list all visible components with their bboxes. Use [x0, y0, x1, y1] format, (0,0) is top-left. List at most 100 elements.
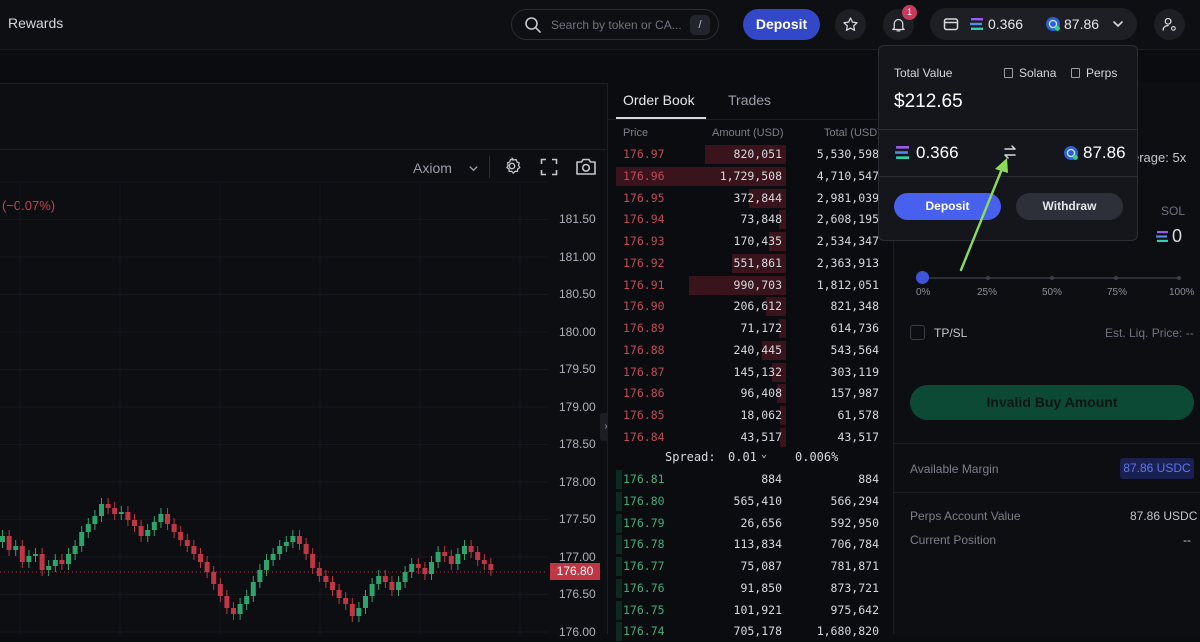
slider-label-75[interactable]: 75% — [1107, 287, 1128, 298]
candle-body — [323, 576, 329, 582]
depth-bar — [616, 578, 622, 598]
candle-body — [435, 552, 441, 562]
amount-input-value[interactable]: 0 — [1172, 226, 1183, 246]
depth-bar — [616, 166, 786, 186]
order-total: 4,710,547 — [816, 168, 879, 183]
popover-sol-balance: 0.366 — [916, 143, 959, 162]
order-price: 176.74 — [623, 624, 665, 639]
leverage-label[interactable]: erage: 5x — [1132, 150, 1187, 165]
search-placeholder: Search by token or CA... — [551, 18, 682, 32]
bid-row[interactable]: 176.80 565,410 566,294 — [608, 491, 895, 512]
amount-slider-handle[interactable] — [916, 271, 929, 284]
ask-row[interactable]: 176.88 240,445 543,564 — [608, 340, 895, 361]
copy-icon — [1004, 68, 1013, 78]
swap-icon[interactable] — [1002, 144, 1018, 160]
candle-body — [165, 514, 170, 524]
candle-body — [19, 546, 25, 562]
candle-body — [184, 540, 190, 546]
rewards-link[interactable]: Rewards — [8, 15, 64, 31]
order-price: 176.97 — [623, 147, 665, 161]
candle-body — [475, 552, 481, 560]
bid-row[interactable]: 176.77 75,087 781,871 — [608, 556, 895, 577]
bid-row[interactable]: 176.74 705,178 1,680,820 — [608, 621, 895, 642]
ask-row[interactable]: 176.93 170,435 2,534,347 — [608, 231, 895, 252]
price-chart[interactable]: Axiom (−0.07%) 181.50 181.00 180.50 180.00 1… — [0, 83, 607, 639]
order-amount: 75,087 — [740, 559, 782, 573]
bid-row[interactable]: 176.76 91,850 873,721 — [608, 578, 895, 599]
copy-solana-link[interactable]: Solana — [1004, 66, 1056, 80]
tab-trades[interactable]: Trades — [728, 92, 772, 108]
slider-label-25[interactable]: 25% — [977, 287, 998, 298]
account-value: 87.86 USDC — [1130, 509, 1198, 523]
chevron-down-icon[interactable]: ⌄ — [761, 449, 768, 460]
candle-body — [52, 560, 58, 566]
chevron-down-icon[interactable] — [468, 163, 479, 174]
available-margin-label: Available Margin — [910, 462, 999, 476]
candle-body — [422, 568, 428, 574]
depth-bar — [616, 513, 622, 533]
wallet-balance-dropdown[interactable]: 0.366 87.86 — [930, 8, 1137, 40]
order-amount: 820,051 — [733, 147, 782, 161]
ask-row[interactable]: 176.96 1,729,508 4,710,547 — [608, 166, 895, 187]
popover-usd-balance: 87.86 — [1083, 143, 1126, 162]
order-price: 176.93 — [623, 234, 665, 248]
total-value-amount: $212.65 — [894, 91, 963, 112]
candle-body — [198, 554, 203, 562]
current-position-value: -- — [1183, 533, 1191, 547]
ask-row[interactable]: 176.97 820,051 5,530,598 — [608, 144, 895, 165]
ask-row[interactable]: 176.90 206,612 821,348 — [608, 296, 895, 317]
copy-perps-link[interactable]: Perps — [1071, 66, 1117, 80]
fullscreen-icon[interactable] — [540, 158, 558, 176]
bid-row[interactable]: 176.75 101,921 975,642 — [608, 600, 895, 621]
bid-row[interactable]: 176.79 26,656 592,950 — [608, 513, 895, 534]
candle-body — [369, 584, 375, 596]
order-price: 176.95 — [623, 190, 665, 205]
order-amount: 71,172 — [740, 321, 782, 335]
candle-body — [132, 520, 137, 526]
watchlist-button[interactable] — [835, 9, 866, 40]
ask-row[interactable]: 176.95 372,844 2,981,039 — [608, 188, 895, 209]
ask-row[interactable]: 176.94 73,848 2,608,195 — [608, 209, 895, 230]
ask-row[interactable]: 176.85 18,062 61,578 — [608, 405, 895, 426]
ask-row[interactable]: 176.92 551,861 2,363,913 — [608, 253, 895, 274]
chart-source-select[interactable]: Axiom — [413, 160, 452, 176]
account-button[interactable] — [1154, 9, 1185, 40]
ask-row[interactable]: 176.84 43,517 43,517 — [608, 427, 895, 448]
candle-body — [118, 512, 124, 514]
camera-icon[interactable] — [575, 157, 597, 176]
gear-icon[interactable] — [502, 156, 522, 176]
order-price: 176.88 — [623, 342, 665, 357]
slider-label-0[interactable]: 0% — [916, 287, 931, 298]
order-price: 176.89 — [623, 321, 665, 335]
slider-label-100[interactable]: 100% — [1169, 287, 1195, 298]
solana-icon — [895, 146, 909, 159]
ask-row[interactable]: 176.89 71,172 614,736 — [608, 318, 895, 339]
depth-bar — [616, 491, 622, 511]
slider-label-50[interactable]: 50% — [1042, 287, 1063, 298]
tpsl-checkbox[interactable] — [910, 325, 925, 340]
candle-body — [356, 608, 362, 616]
order-price: 176.87 — [623, 364, 665, 379]
solana-icon — [1156, 231, 1168, 242]
ask-row[interactable]: 176.87 145,132 303,119 — [608, 362, 895, 383]
ask-row[interactable]: 176.86 96,408 157,987 — [608, 383, 895, 404]
order-price: 176.86 — [623, 386, 665, 401]
bid-row[interactable]: 176.78 113,834 706,784 — [608, 534, 895, 555]
popover-withdraw-button[interactable]: Withdraw — [1016, 193, 1123, 220]
order-amount: 18,062 — [740, 408, 782, 422]
bid-row[interactable]: 176.81 884 884 — [608, 469, 895, 490]
popover-divider — [879, 129, 1137, 130]
deposit-button[interactable]: Deposit — [743, 9, 820, 40]
candle-body — [6, 536, 12, 550]
order-amount: 551,861 — [733, 255, 782, 270]
order-total: 884 — [858, 472, 879, 486]
spread-value[interactable]: 0.01 — [728, 450, 757, 464]
candle-body — [389, 582, 395, 590]
search-input[interactable]: Search by token or CA... / — [511, 9, 719, 40]
ask-row[interactable]: 176.91 990,703 1,812,051 — [608, 275, 895, 296]
tab-order-book[interactable]: Order Book — [623, 92, 695, 108]
order-price: 176.78 — [623, 537, 665, 552]
order-price: 176.91 — [623, 277, 665, 292]
search-icon — [525, 17, 541, 33]
submit-order-button[interactable]: Invalid Buy Amount — [910, 385, 1194, 420]
